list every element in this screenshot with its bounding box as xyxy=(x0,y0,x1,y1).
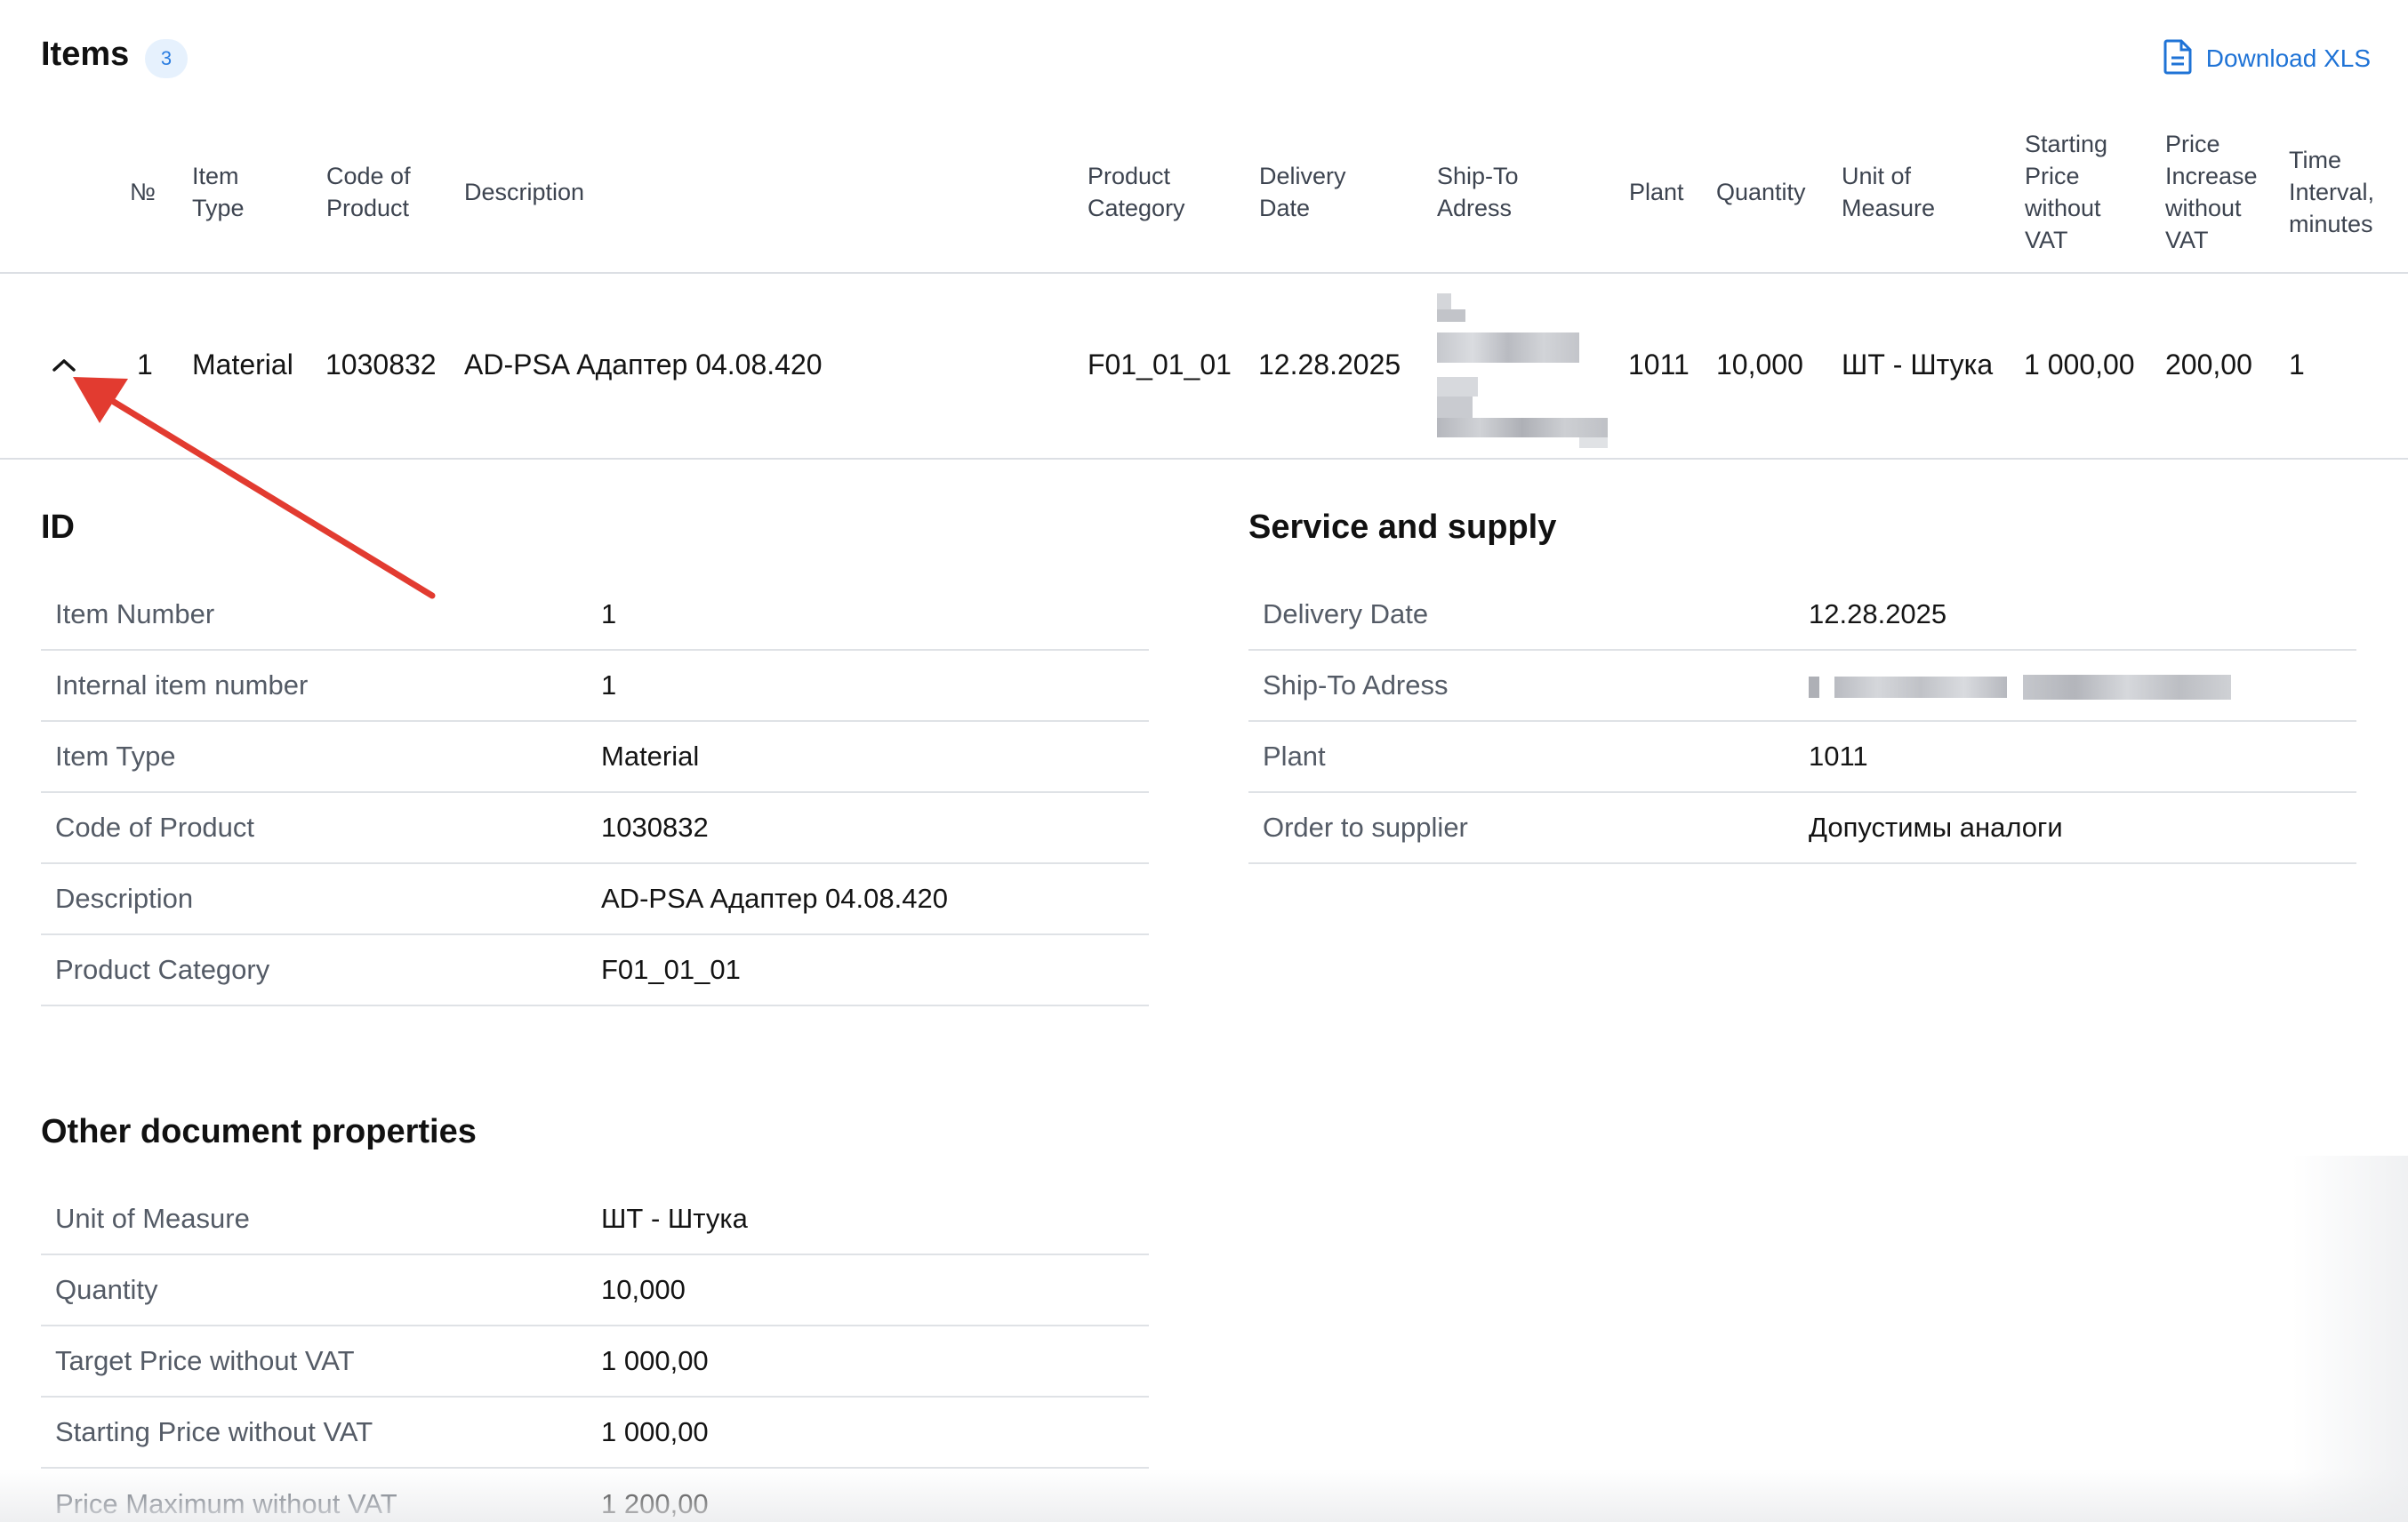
property-label: Description xyxy=(55,883,194,914)
property-value: 1011 xyxy=(1809,741,1868,772)
column-header-price-increase: Price Increase without VAT xyxy=(2165,131,2258,253)
property-row: Description AD-PSA Адаптер 04.08.420 xyxy=(41,864,1149,935)
property-label: Internal item number xyxy=(55,669,309,701)
property-value: F01_01_01 xyxy=(601,954,741,985)
column-header-no: № xyxy=(130,179,156,205)
property-value: 1 xyxy=(601,598,617,629)
cell-plant: 1011 xyxy=(1628,348,1690,380)
property-label: Delivery Date xyxy=(1263,598,1429,629)
document-icon xyxy=(2163,39,2192,79)
property-value: 1 000,00 xyxy=(601,1345,709,1376)
section-title-id: ID xyxy=(41,509,75,546)
property-row: Code of Product 1030832 xyxy=(41,793,1149,864)
download-xls-label: Download XLS xyxy=(2205,44,2371,72)
column-header-unit-of-measure: Unit of Measure xyxy=(1842,163,1936,221)
property-label: Product Category xyxy=(55,954,270,985)
items-count-badge: 3 xyxy=(145,39,188,78)
cell-time-interval: 1 xyxy=(2289,348,2305,380)
property-value: ШТ - Штука xyxy=(601,1203,748,1234)
cell-price-increase: 200,00 xyxy=(2165,348,2252,380)
property-value: 12.28.2025 xyxy=(1809,598,1947,629)
property-label: Item Type xyxy=(55,741,176,772)
row-divider xyxy=(0,458,2408,460)
column-header-code: Code of Product xyxy=(326,163,411,221)
property-row: Delivery Date 12.28.2025 xyxy=(1248,580,2356,651)
property-label: Ship-To Adress xyxy=(1263,669,1449,701)
column-header-starting-price: Starting Price without VAT xyxy=(2025,131,2108,253)
cell-unit-of-measure: ШТ - Штука xyxy=(1842,348,1994,380)
property-label: Quantity xyxy=(55,1274,158,1305)
cell-item-type: Material xyxy=(192,348,293,380)
column-header-category: Product Category xyxy=(1088,163,1185,221)
property-label: Target Price without VAT xyxy=(55,1345,355,1376)
property-row: Product Category F01_01_01 xyxy=(41,935,1149,1006)
column-header-item-type: Item Type xyxy=(192,163,245,221)
cell-starting-price: 1 000,00 xyxy=(2024,348,2135,380)
property-row: Internal item number 1 xyxy=(41,651,1149,722)
page-title: Items xyxy=(41,36,130,73)
property-row: Order to supplier Допустимы аналоги xyxy=(1248,793,2356,864)
cell-delivery-date: 12.28.2025 xyxy=(1258,348,1401,380)
column-header-quantity: Quantity xyxy=(1716,179,1806,205)
property-value: AD-PSA Адаптер 04.08.420 xyxy=(601,883,948,914)
cell-no: 1 xyxy=(137,348,153,380)
property-label: Plant xyxy=(1263,741,1326,772)
cell-code: 1030832 xyxy=(325,348,437,380)
property-label: Unit of Measure xyxy=(55,1203,250,1234)
download-xls-button[interactable]: Download XLS xyxy=(2163,39,2371,78)
column-header-time-interval: Time Interval, minutes xyxy=(2289,147,2375,237)
cell-quantity: 10,000 xyxy=(1716,348,1803,380)
column-header-ship-to: Ship-To Adress xyxy=(1437,163,1519,221)
property-label: Price Maximum without VAT xyxy=(55,1488,397,1519)
property-row: Unit of Measure ШТ - Штука xyxy=(41,1184,1149,1255)
property-row: Ship-To Adress xyxy=(1248,651,2356,722)
section-title-other-properties: Other document properties xyxy=(41,1113,477,1150)
property-label: Order to supplier xyxy=(1263,812,1468,843)
property-row: Starting Price without VAT 1 000,00 xyxy=(41,1398,1149,1469)
header-divider xyxy=(0,272,2408,274)
property-value: 1030832 xyxy=(601,812,709,843)
property-value: 1 000,00 xyxy=(601,1416,709,1447)
property-value: 1 xyxy=(601,669,617,701)
property-row: Target Price without VAT 1 000,00 xyxy=(41,1326,1149,1398)
property-row: Item Number 1 xyxy=(41,580,1149,651)
property-value: 1 200,00 xyxy=(601,1488,709,1519)
column-header-plant: Plant xyxy=(1629,179,1684,205)
cell-category: F01_01_01 xyxy=(1088,348,1232,380)
property-label: Item Number xyxy=(55,598,215,629)
property-label: Starting Price without VAT xyxy=(55,1416,373,1447)
property-row: Price Maximum without VAT 1 200,00 xyxy=(41,1469,1149,1522)
property-row: Item Type Material xyxy=(41,722,1149,793)
property-value: Допустимы аналоги xyxy=(1809,812,2063,843)
section-title-service-supply: Service and supply xyxy=(1248,509,1557,546)
column-header-delivery-date: Delivery Date xyxy=(1259,163,1346,221)
chevron-up-icon[interactable] xyxy=(48,352,80,379)
property-value: 10,000 xyxy=(601,1274,686,1305)
column-header-description: Description xyxy=(464,179,585,205)
cell-description: AD-PSA Адаптер 04.08.420 xyxy=(464,348,823,380)
ship-to-address-redacted xyxy=(1809,669,2232,701)
property-label: Code of Product xyxy=(55,812,255,843)
property-value: Material xyxy=(601,741,700,772)
edge-shadow xyxy=(2292,1156,2408,1522)
property-row: Quantity 10,000 xyxy=(41,1255,1149,1326)
property-row: Plant 1011 xyxy=(1248,722,2356,793)
